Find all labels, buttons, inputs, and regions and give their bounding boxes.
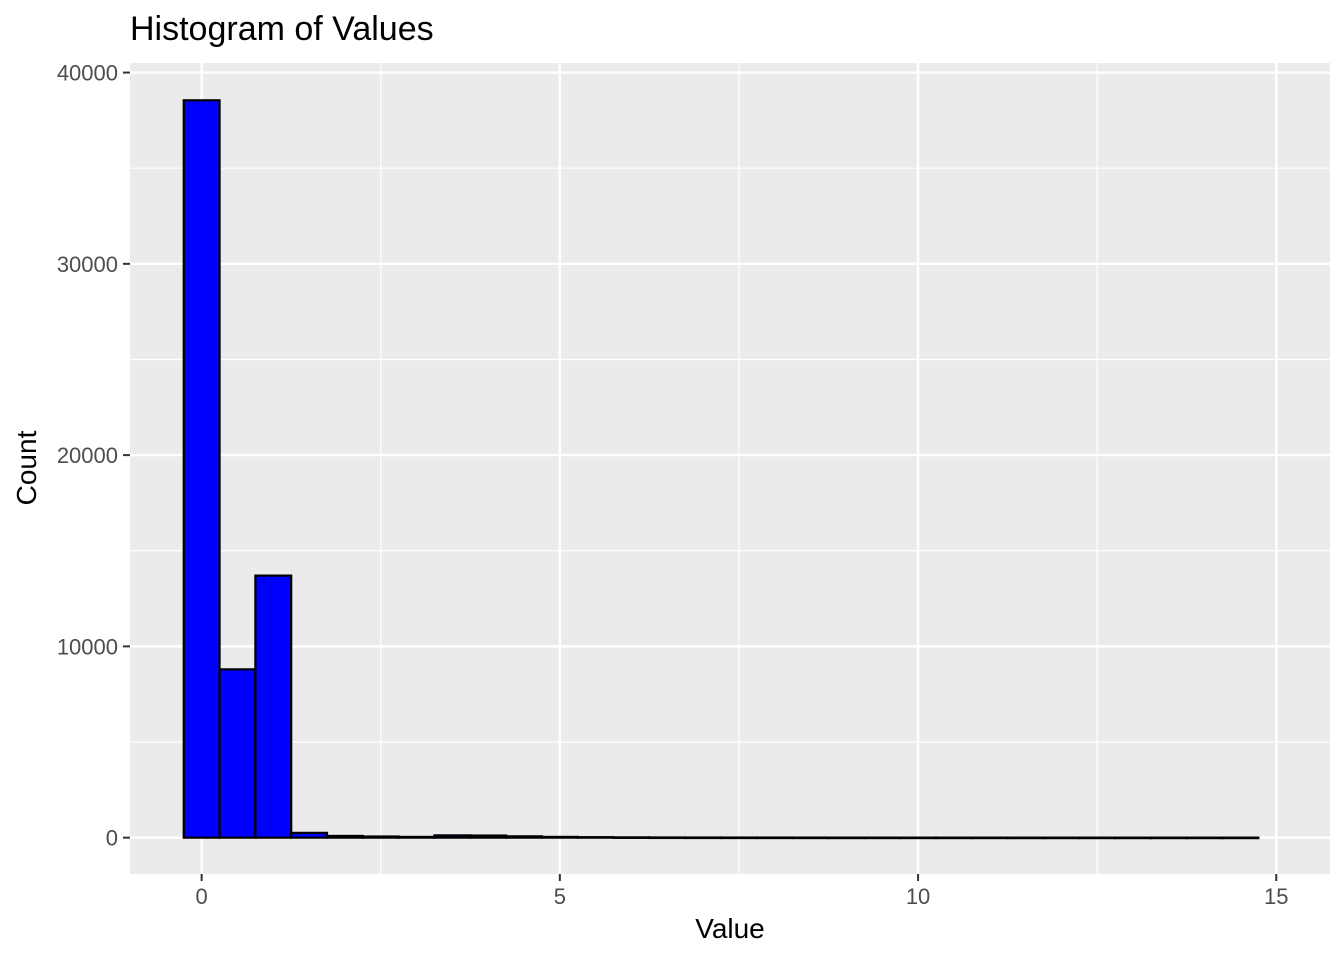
histogram-bar xyxy=(612,836,651,839)
y-axis-title: Count xyxy=(11,430,42,505)
histogram-bar xyxy=(397,835,436,839)
histogram-bar xyxy=(218,668,257,839)
histogram-bar xyxy=(1042,836,1081,840)
histogram-bar xyxy=(934,836,973,840)
histogram-bar xyxy=(182,99,221,839)
x-tick-label: 5 xyxy=(554,884,566,909)
histogram-bar xyxy=(576,836,615,839)
histogram-bar xyxy=(1221,836,1260,840)
histogram-bar xyxy=(970,836,1009,840)
histogram-bar xyxy=(505,835,544,839)
histogram-bars xyxy=(182,99,1260,840)
histogram-bar xyxy=(863,836,902,840)
x-axis-title: Value xyxy=(695,913,765,944)
y-tick-label: 40000 xyxy=(57,61,118,86)
chart-title: Histogram of Values xyxy=(130,10,434,48)
histogram-bar xyxy=(827,836,866,840)
x-tick-label: 0 xyxy=(196,884,208,909)
histogram-bar xyxy=(433,834,472,839)
x-tick-label: 10 xyxy=(906,884,930,909)
histogram-bar xyxy=(254,574,293,839)
histogram-bar xyxy=(648,836,687,840)
histogram-bar xyxy=(1113,836,1152,840)
histogram-bar xyxy=(290,831,329,839)
x-tick-label: 15 xyxy=(1264,884,1288,909)
y-tick-label: 20000 xyxy=(57,443,118,468)
y-tick-label: 0 xyxy=(106,826,118,851)
histogram-bar xyxy=(1185,836,1224,840)
histogram-bar xyxy=(719,836,758,840)
histogram-bar xyxy=(325,834,364,839)
plot-panel xyxy=(130,63,1330,874)
y-tick-label: 10000 xyxy=(57,634,118,659)
histogram-bar xyxy=(755,836,794,840)
histogram-bar xyxy=(361,835,400,839)
histogram-bar xyxy=(899,836,938,840)
histogram-bar xyxy=(1149,836,1188,840)
y-tick-label: 30000 xyxy=(57,252,118,277)
histogram-bar xyxy=(469,834,508,839)
histogram-bar xyxy=(791,836,830,840)
histogram-bar xyxy=(1078,836,1117,840)
axes: 0 10000 20000 30000 40000 0 5 10 15 xyxy=(57,61,1289,909)
histogram-bar xyxy=(1006,836,1045,840)
histogram-bar xyxy=(540,835,579,839)
histogram-bar xyxy=(684,836,723,840)
